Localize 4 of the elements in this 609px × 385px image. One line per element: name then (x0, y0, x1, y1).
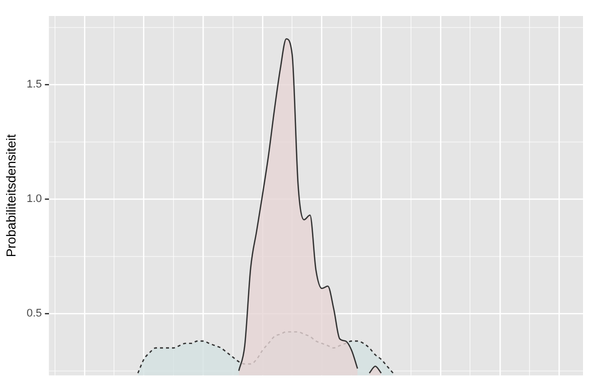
y-tick-label: 0.5 (26, 308, 42, 320)
y-tick-label: 1.0 (26, 193, 42, 206)
y-axis-title: Probabiliteitsdensiteit (3, 134, 18, 258)
y-tick-label: 1.5 (26, 78, 42, 91)
